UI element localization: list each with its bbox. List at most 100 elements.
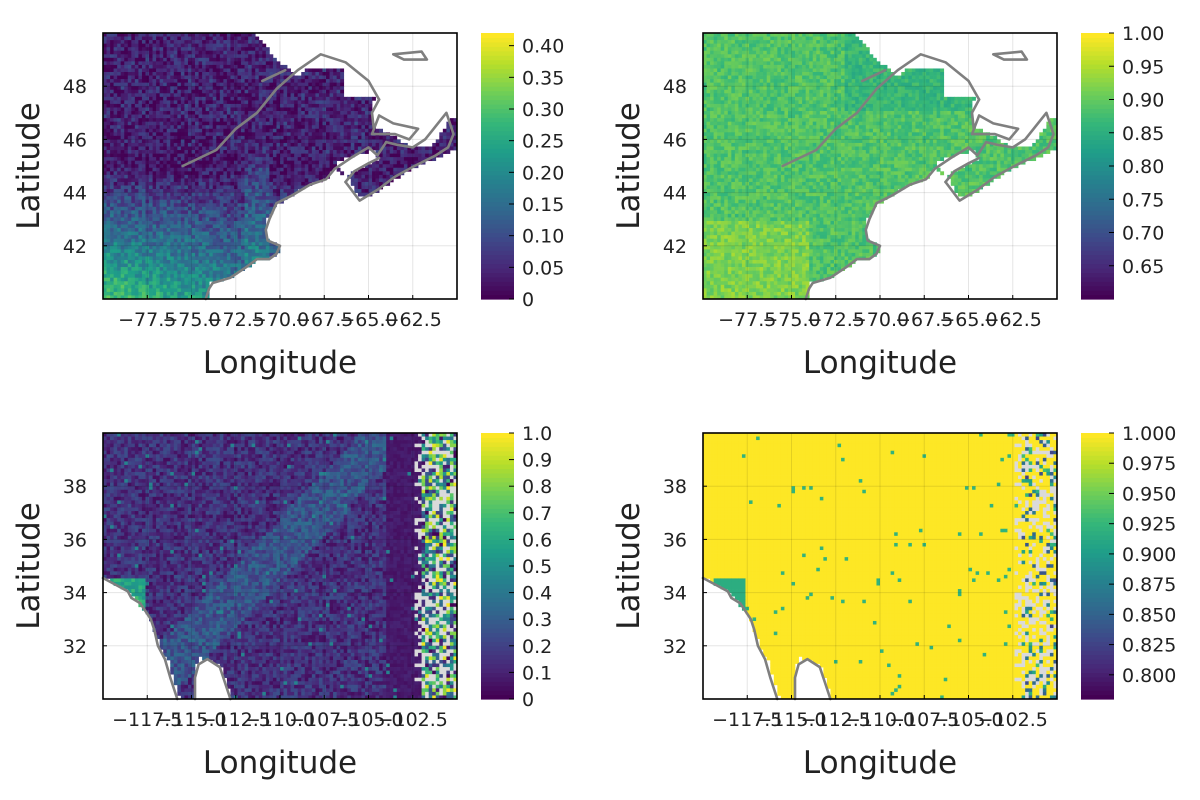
heatmap-cell [141, 181, 146, 186]
heatmap-cell [106, 82, 111, 87]
heatmap-cell [187, 249, 192, 254]
heatmap-cell [226, 210, 231, 215]
heatmap-cell [159, 82, 164, 87]
heatmap-cell [265, 181, 270, 186]
heatmap-cell [134, 132, 139, 137]
heatmap-cell [276, 111, 281, 115]
heatmap-cell [184, 61, 189, 66]
heatmap-cell [124, 192, 129, 197]
heatmap-cell [805, 33, 810, 37]
heatmap-cell [301, 167, 306, 172]
heatmap-cell [265, 196, 270, 201]
heatmap-cell [120, 203, 125, 208]
heatmap-cell [141, 217, 146, 222]
heatmap-cell [241, 245, 245, 250]
heatmap-cell [741, 43, 746, 48]
heatmap-cell [141, 174, 146, 179]
heatmap-cell [269, 178, 274, 183]
heatmap-cell [280, 128, 284, 133]
heatmap-cell [294, 160, 299, 165]
heatmap-cell [280, 89, 284, 94]
heatmap-cell [241, 203, 245, 208]
heatmap-cell [170, 79, 175, 84]
heatmap-cell [255, 203, 260, 208]
heatmap-cell [127, 263, 132, 268]
heatmap-cell [202, 213, 207, 218]
heatmap-cell [166, 61, 171, 66]
heatmap-cell [851, 43, 856, 48]
heatmap-cell [336, 100, 341, 105]
heatmap-cell [202, 96, 207, 101]
heatmap-cell [308, 103, 313, 108]
heatmap-cell [156, 75, 160, 80]
heatmap-cell [131, 228, 136, 232]
heatmap-cell [195, 213, 199, 218]
heatmap-cell [106, 111, 111, 115]
heatmap-cell [741, 40, 746, 44]
heatmap-cell [223, 89, 228, 94]
heatmap-cell [237, 256, 242, 261]
heatmap-cell [216, 160, 221, 165]
heatmap-cell [407, 160, 412, 165]
heatmap-cell [145, 291, 150, 296]
heatmap-cell [103, 267, 107, 271]
heatmap-cell [727, 57, 732, 62]
heatmap-cell [138, 238, 143, 243]
heatmap-cell [113, 61, 118, 66]
heatmap-cell [773, 47, 778, 52]
heatmap-cell [170, 185, 175, 190]
heatmap-cell [173, 284, 178, 289]
heatmap-cell [152, 245, 157, 250]
heatmap-cell [145, 33, 150, 37]
heatmap-cell [756, 57, 760, 62]
heatmap-cell [777, 54, 782, 59]
heatmap-cell [117, 135, 122, 140]
heatmap-cell [106, 64, 111, 69]
heatmap-cell [134, 33, 139, 37]
heatmap-cell [110, 270, 114, 275]
heatmap-cell [212, 43, 217, 48]
heatmap-cell [156, 192, 160, 197]
heatmap-cell [230, 167, 235, 172]
heatmap-cell [453, 135, 458, 140]
heatmap-cell [198, 139, 203, 144]
heatmap-cell [195, 121, 199, 126]
heatmap-cell [205, 139, 210, 144]
heatmap-cell [258, 252, 263, 257]
heatmap-cell [830, 36, 835, 41]
heatmap-cell [141, 132, 146, 137]
heatmap-cell [117, 125, 122, 130]
heatmap-cell [145, 153, 150, 158]
heatmap-cell [141, 33, 146, 37]
heatmap-cell [209, 33, 214, 37]
heatmap-cell [113, 217, 118, 222]
heatmap-cell [269, 96, 274, 101]
heatmap-cell [770, 50, 775, 55]
heatmap-cell [134, 231, 139, 236]
heatmap-cell [244, 199, 249, 204]
heatmap-cell [117, 213, 122, 218]
heatmap-cell [357, 128, 362, 133]
heatmap-cell [173, 235, 178, 240]
heatmap-cell [738, 47, 743, 52]
heatmap-cell [138, 224, 143, 229]
heatmap-cell [156, 213, 160, 218]
heatmap-cell [163, 270, 168, 275]
heatmap-cell [191, 89, 196, 94]
colorbar-segment [481, 219, 514, 225]
heatmap-cell [191, 43, 196, 48]
heatmap-cell [195, 174, 199, 179]
heatmap-cell [272, 114, 277, 119]
heatmap-cell [152, 40, 157, 44]
heatmap-cell [173, 79, 178, 84]
heatmap-cell [230, 157, 235, 162]
heatmap-cell [248, 164, 253, 169]
heatmap-cell [280, 139, 284, 144]
heatmap-cell [382, 139, 387, 144]
heatmap-cell [106, 224, 111, 229]
colorbar-segment [481, 72, 514, 78]
heatmap-cell [304, 171, 309, 176]
heatmap-cell [212, 96, 217, 101]
heatmap-cell [127, 100, 132, 105]
heatmap-cell [103, 252, 107, 257]
